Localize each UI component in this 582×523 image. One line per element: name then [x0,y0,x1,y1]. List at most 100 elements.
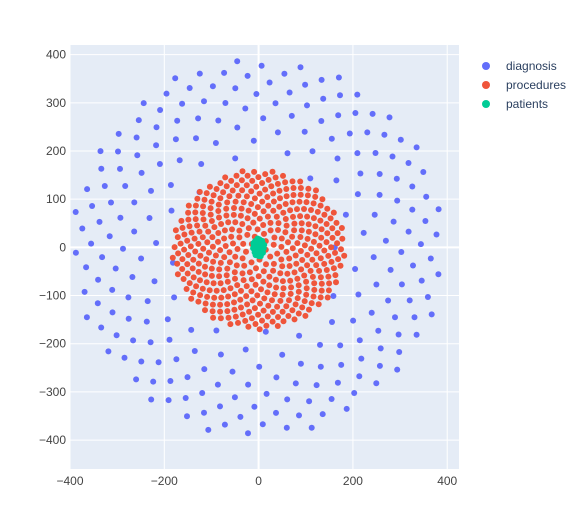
point-procedures [267,253,274,260]
point-procedures [259,317,265,324]
point-diagnosis [258,62,265,69]
point-procedures [185,252,192,258]
point-procedures [265,202,272,209]
point-procedures [328,244,335,251]
point-procedures [280,285,287,292]
point-procedures [330,209,337,216]
point-diagnosis [147,339,154,346]
point-diagnosis [288,112,295,119]
legend-item-patients[interactable]: patients [482,97,548,111]
point-procedures [325,287,332,294]
point-procedures [231,269,238,276]
point-procedures [238,287,244,294]
point-procedures [266,273,273,280]
legend-marker-diagnosis [482,62,490,70]
point-procedures [323,221,330,227]
point-procedures [238,177,245,184]
point-diagnosis [405,160,412,166]
point-procedures [324,294,331,301]
point-diagnosis [244,72,251,79]
point-procedures [298,220,305,227]
point-procedures [269,297,275,304]
point-diagnosis [79,225,86,232]
point-procedures [289,245,296,252]
point-diagnosis [394,366,401,373]
point-diagnosis [338,361,345,368]
point-procedures [208,265,215,272]
point-diagnosis [398,249,405,255]
point-procedures [208,198,215,205]
point-procedures [285,313,292,319]
legend-item-procedures[interactable]: procedures [482,78,566,92]
y-tick-label: 0 [59,240,66,254]
point-procedures [329,234,336,241]
point-procedures [291,269,298,276]
point-procedures [237,212,244,219]
point-procedures [217,301,224,308]
point-procedures [301,272,308,279]
point-procedures [271,234,278,241]
point-procedures [282,201,289,207]
point-procedures [268,183,275,190]
point-procedures [181,231,188,238]
legend-marker-patients [482,100,490,108]
point-diagnosis [393,175,400,182]
point-diagnosis [179,100,186,107]
point-procedures [242,317,249,324]
point-procedures [333,219,340,226]
point-diagnosis [245,430,251,437]
point-diagnosis [234,124,241,131]
point-procedures [259,180,266,186]
legend-item-diagnosis[interactable]: diagnosis [482,59,557,73]
point-procedures [279,291,286,298]
point-procedures [252,321,259,327]
point-procedures [276,203,283,210]
point-diagnosis [372,150,379,156]
point-diagnosis [193,135,199,142]
point-procedures [222,243,229,249]
point-procedures [330,265,337,272]
point-diagnosis [317,363,324,370]
point-procedures [223,183,230,190]
point-diagnosis [351,390,358,396]
point-procedures [200,245,207,252]
point-diagnosis [129,274,136,280]
point-procedures [211,224,218,231]
point-diagnosis [296,412,302,419]
point-procedures [183,286,190,292]
point-procedures [324,205,331,212]
point-procedures [284,270,291,277]
y-tick-label: 100 [46,192,66,206]
point-procedures [216,214,222,221]
point-procedures [217,315,224,322]
point-procedures [243,248,249,255]
point-diagnosis [377,345,384,352]
legend[interactable]: diagnosis procedures patients [482,59,566,111]
point-procedures [303,278,310,285]
point-patients [261,241,268,248]
point-diagnosis [409,183,416,190]
point-diagnosis [356,373,363,380]
point-diagnosis [172,75,179,82]
point-diagnosis [148,187,154,194]
point-procedures [193,283,200,290]
point-diagnosis [328,135,335,142]
point-procedures [294,275,301,282]
point-diagnosis [251,403,258,410]
point-procedures [321,260,328,267]
point-procedures [210,280,217,287]
point-diagnosis [392,314,398,321]
point-procedures [195,260,202,267]
point-procedures [224,278,231,285]
point-diagnosis [301,128,308,135]
point-diagnosis [406,297,413,304]
point-procedures [260,307,267,314]
point-procedures [207,211,214,218]
point-diagnosis [212,140,219,146]
point-procedures [217,308,224,315]
x-tick-label: 400 [437,474,457,488]
point-procedures [253,265,259,272]
point-procedures [221,227,228,234]
point-procedures [265,176,272,183]
point-procedures [234,246,241,252]
